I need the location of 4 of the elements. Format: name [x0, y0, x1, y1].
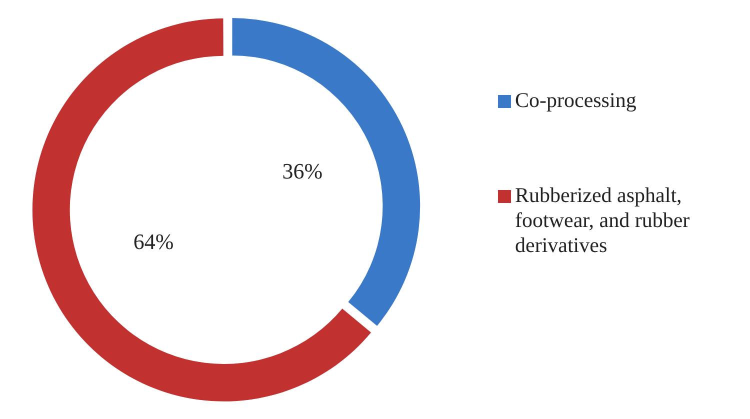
legend-label: Rubberized asphalt, footwear, and rubber derivatives [515, 183, 691, 258]
data-label: 36% [282, 158, 323, 184]
legend-label: Co-processing [515, 88, 636, 113]
data-label: 64% [133, 228, 174, 254]
